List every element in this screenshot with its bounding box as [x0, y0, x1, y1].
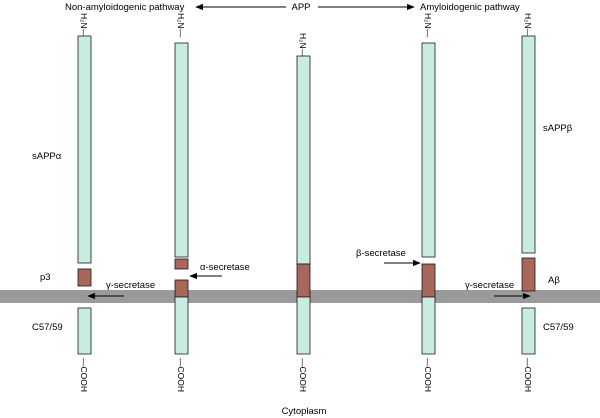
- c-terminal-segment: [421, 296, 436, 355]
- c-terminus-label: —COOH: [79, 358, 89, 392]
- c-terminal-segment: [174, 296, 189, 355]
- c-terminus-label: —COOH: [176, 358, 186, 392]
- column-sappa-p3: H₂N— —COOH: [77, 13, 92, 392]
- alpha-secretase-label: α-secretase: [200, 262, 250, 273]
- ab-n-part: [174, 258, 189, 270]
- n-terminus-label: H₂N—: [523, 13, 533, 38]
- c57-left-label: C57/59: [32, 322, 63, 333]
- abeta-domain: [296, 263, 311, 298]
- c-terminus-label: —COOH: [423, 358, 433, 392]
- app-ectodomain: [296, 55, 311, 265]
- c57-fragment: [521, 307, 536, 355]
- c-terminal-segment: [296, 296, 311, 355]
- app-ectodomain: [174, 42, 189, 258]
- column-beta-cleavage: H₂N— —COOH: [421, 13, 436, 392]
- app-ectodomain: [421, 42, 436, 258]
- column-alpha-cleavage: H₂N— —COOH: [174, 13, 189, 392]
- non-amyloidogenic-pathway-label: Non-amyloidogenic pathway: [65, 2, 185, 13]
- abeta-fragment: [521, 257, 536, 292]
- p3-label: p3: [40, 272, 51, 283]
- gamma-secretase-left-label: γ-secretase: [106, 280, 155, 291]
- c57-right-label: C57/59: [543, 322, 574, 333]
- abeta-domain: [421, 263, 436, 298]
- ab-c-part: [174, 279, 189, 298]
- p3-fragment: [77, 268, 92, 287]
- c-terminus-label: —COOH: [298, 358, 308, 392]
- n-terminus-label: H₂N—: [298, 33, 308, 58]
- sappa-fragment: [77, 35, 92, 264]
- n-terminus-label: H₂N—: [176, 13, 186, 38]
- sappa-label: sAPPα: [32, 151, 62, 162]
- gamma-secretase-right-label: γ-secretase: [465, 280, 514, 291]
- column-full-app: H₂N— —COOH: [296, 33, 311, 392]
- c-terminus-label: —COOH: [523, 358, 533, 392]
- c57-fragment: [77, 307, 92, 355]
- amyloidogenic-pathway-label: Amyloidogenic pathway: [420, 2, 520, 13]
- abeta-label: Aβ: [548, 275, 560, 286]
- cytoplasm-label: Cytoplasm: [282, 406, 327, 417]
- sappb-fragment: [521, 35, 536, 254]
- app-label: APP: [291, 2, 310, 13]
- column-sappb-abeta: H₂N— —COOH: [521, 13, 536, 392]
- n-terminus-label: H₂N—: [423, 13, 433, 38]
- sappb-label: sAPPβ: [543, 123, 573, 134]
- beta-secretase-label: β-secretase: [356, 248, 406, 259]
- n-terminus-label: H₂N—: [79, 13, 89, 38]
